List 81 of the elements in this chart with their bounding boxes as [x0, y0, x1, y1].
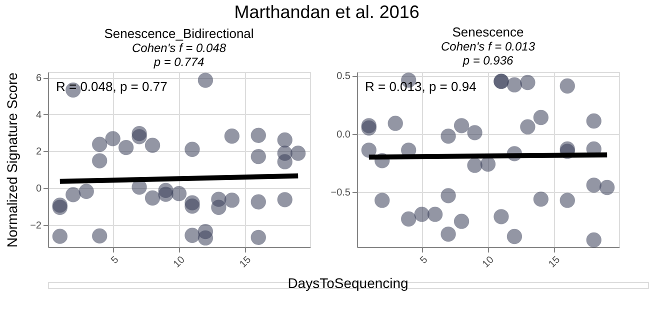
y-tick-label: −0.5 — [330, 188, 351, 199]
point — [440, 128, 456, 144]
point — [171, 186, 187, 202]
point — [66, 187, 81, 202]
point — [92, 153, 108, 168]
point — [560, 78, 575, 94]
x-tick-label: 10 — [172, 254, 188, 270]
point — [290, 146, 306, 161]
point — [144, 138, 160, 153]
point — [533, 192, 549, 207]
point — [494, 209, 509, 224]
chart-title: Senescence_Bidirectional — [104, 26, 254, 41]
point — [277, 192, 292, 208]
annotation: R = 0.013, p = 0.94 — [365, 79, 476, 94]
y-tick-label: 4 — [36, 110, 42, 121]
point — [427, 206, 443, 222]
x-tick-label: 5 — [109, 254, 122, 266]
point — [454, 214, 470, 229]
point — [250, 128, 266, 143]
y-tick-label: 0 — [36, 184, 42, 195]
point — [520, 74, 536, 90]
point — [184, 142, 200, 157]
y-tick-label: −2 — [30, 220, 42, 232]
y-tick-label: 2 — [36, 146, 42, 158]
point — [414, 206, 430, 222]
x-tick-label: 15 — [546, 254, 563, 270]
point — [198, 230, 214, 246]
text: p = 0.936 — [462, 54, 514, 68]
point — [158, 186, 174, 202]
point — [105, 131, 120, 146]
point — [92, 228, 108, 244]
text: Cohen's f = 0.048 — [132, 40, 226, 55]
y-tick-label: 6 — [36, 73, 42, 84]
point — [506, 228, 522, 244]
point — [480, 156, 496, 172]
point — [250, 230, 266, 245]
point — [211, 200, 226, 215]
y-tick-label: 0.0 — [336, 129, 351, 140]
x-tick-label: 5 — [418, 254, 430, 266]
text: p = 0.774 — [152, 54, 205, 69]
point — [132, 129, 147, 144]
point — [250, 148, 266, 164]
chart-title: Senescence — [452, 24, 524, 40]
point — [277, 132, 292, 148]
point — [78, 184, 94, 199]
point — [52, 228, 68, 244]
point — [184, 198, 200, 214]
point — [586, 232, 602, 248]
x-tick-label: 10 — [480, 254, 497, 270]
point — [224, 128, 240, 144]
point — [586, 113, 602, 129]
point — [184, 228, 200, 243]
x-axis-title: DaysToSequencing — [288, 275, 408, 291]
point — [361, 142, 376, 158]
point — [250, 194, 266, 210]
point — [533, 110, 549, 126]
point — [520, 119, 536, 134]
point — [454, 118, 470, 134]
point — [506, 77, 522, 92]
point — [388, 116, 403, 131]
point — [224, 192, 240, 208]
point — [600, 180, 615, 196]
point — [198, 72, 214, 88]
point — [467, 125, 482, 140]
text: Cohen's f = 0.013 — [440, 40, 536, 54]
y-tick-label: 0.5 — [336, 71, 351, 82]
text: Marthandan et al. 2016 — [234, 2, 420, 22]
annotation: R = 0.048, p = 0.77 — [56, 79, 168, 94]
point — [118, 140, 134, 156]
point — [401, 211, 416, 227]
point — [586, 178, 602, 193]
point — [277, 154, 292, 170]
x-tick-label: 15 — [238, 254, 254, 270]
point — [467, 158, 482, 173]
point — [144, 190, 160, 206]
point — [374, 192, 390, 208]
point — [440, 226, 456, 242]
y-axis-title: Normalized Signature Score — [4, 72, 20, 248]
point — [92, 136, 108, 152]
point — [440, 188, 456, 204]
point — [560, 192, 575, 208]
